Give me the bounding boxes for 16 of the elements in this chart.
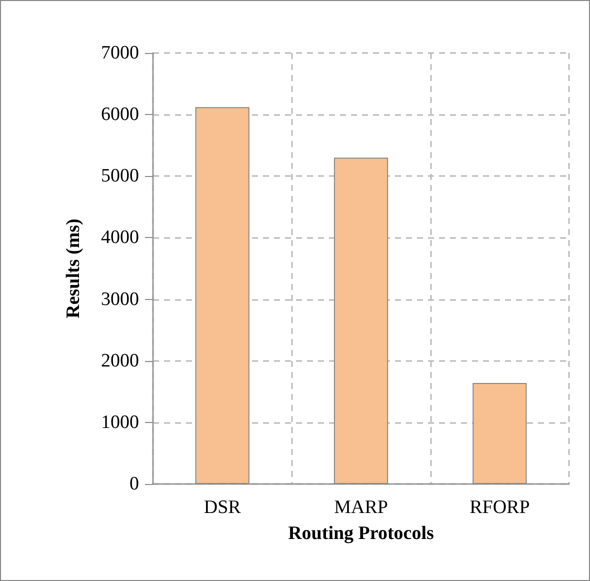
- y-tick-label: 1000: [101, 412, 139, 433]
- x-tick-label: RFORP: [470, 497, 530, 518]
- y-tick-label: 2000: [101, 350, 139, 372]
- y-axis-title: Results (ms): [63, 218, 84, 318]
- y-tick-label: 0: [130, 474, 139, 494]
- x-tick-label: MARP: [334, 497, 388, 518]
- y-tick-label: 4000: [101, 227, 139, 248]
- y-tick-label: 6000: [101, 104, 139, 126]
- x-axis-title: Routing Protocols: [288, 523, 434, 544]
- x-tick-label: DSR: [204, 497, 242, 518]
- y-tick-label: 7000: [101, 42, 139, 64]
- y-tick-label: 3000: [101, 288, 139, 310]
- bar: [472, 383, 527, 484]
- y-tick-label: 5000: [101, 166, 139, 187]
- bar: [195, 107, 250, 484]
- bar: [334, 158, 388, 484]
